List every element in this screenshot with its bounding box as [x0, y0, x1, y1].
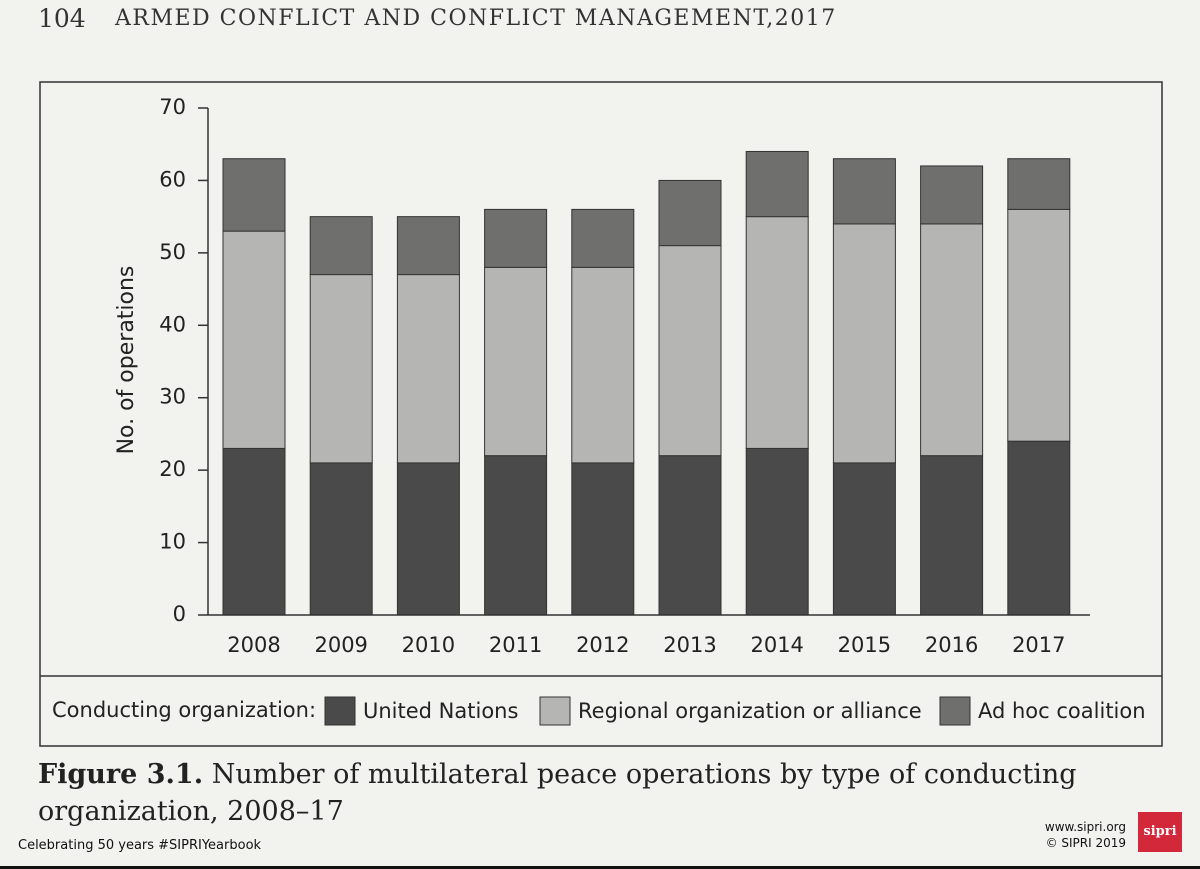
x-tick-label: 2014 [750, 633, 803, 657]
x-tick-label: 2017 [1012, 633, 1065, 657]
y-tick-label: 30 [159, 385, 186, 409]
bar-segment [222, 230, 286, 449]
footer-copyright: © SIPRI 2019 [1045, 836, 1126, 850]
x-tick-label: 2010 [402, 633, 455, 657]
bar-segment [832, 158, 896, 225]
legend-label: United Nations [363, 699, 518, 723]
legend-title: Conducting organization: [52, 698, 316, 722]
x-tick-label: 2013 [663, 633, 716, 657]
bar-segment [745, 216, 809, 449]
x-tick-label: 2012 [576, 633, 629, 657]
y-tick-label: 0 [173, 602, 186, 626]
bar-segment [658, 179, 722, 247]
bottom-edge [0, 866, 1200, 869]
bar-segment [1007, 158, 1071, 210]
bar-segment [571, 266, 635, 464]
bar-segment [658, 455, 722, 616]
y-tick-label: 10 [159, 530, 186, 554]
bar-segment [222, 158, 286, 232]
page-number: 104 [38, 4, 86, 33]
bar-segment [309, 462, 373, 616]
legend-swatch [939, 696, 971, 726]
y-tick-label: 20 [159, 457, 186, 481]
bar-segment [396, 216, 460, 276]
bar-segment [309, 216, 373, 276]
figure-label: Figure 3.1. [38, 759, 204, 790]
footer-left: Celebrating 50 years #SIPRIYearbook [18, 838, 262, 853]
bar-segment [396, 462, 460, 616]
bar-segment [745, 447, 809, 616]
footer-url: www.sipri.org [1044, 820, 1126, 834]
bar-segment [484, 266, 548, 457]
legend-label: Regional organization or alliance [578, 699, 922, 723]
y-tick-label: 50 [159, 240, 186, 264]
x-tick-label: 2011 [489, 633, 542, 657]
bar-segment [571, 462, 635, 616]
x-tick-label: 2009 [314, 633, 367, 657]
bar-segment [832, 223, 896, 464]
y-tick-label: 60 [159, 167, 186, 191]
chart-frame [39, 81, 1163, 747]
bar-segment [920, 165, 984, 225]
x-tick-label: 2016 [925, 633, 978, 657]
logo: sipri [1138, 812, 1182, 852]
bar-segment [658, 245, 722, 457]
y-tick-label: 70 [159, 95, 186, 119]
bar-segment [832, 462, 896, 616]
legend-label: Ad hoc coalition [978, 699, 1146, 723]
bar-segment [396, 274, 460, 464]
y-axis-label: No. of operations [114, 266, 139, 455]
bar-segment [1007, 208, 1071, 442]
bar-segment [920, 455, 984, 616]
bar-segment [1007, 440, 1071, 616]
caption-text: Number of multilateral peace operations … [38, 759, 1077, 827]
x-tick-label: 2008 [227, 633, 280, 657]
legend-swatch [324, 696, 356, 726]
legend-swatch [539, 696, 571, 726]
bar-segment [571, 208, 635, 268]
bar-segment [920, 223, 984, 457]
caption: Figure 3.1. Number of multilateral peace… [38, 756, 1118, 830]
bar-segment [745, 150, 809, 218]
y-tick-label: 40 [159, 312, 186, 336]
running-head: ARMED CONFLICT AND CONFLICT MANAGEMENT,2… [115, 6, 837, 31]
x-tick-label: 2015 [838, 633, 891, 657]
bar-segment [484, 208, 548, 268]
bar-segment [222, 447, 286, 616]
bar-segment [309, 274, 373, 464]
bar-segment [484, 455, 548, 616]
